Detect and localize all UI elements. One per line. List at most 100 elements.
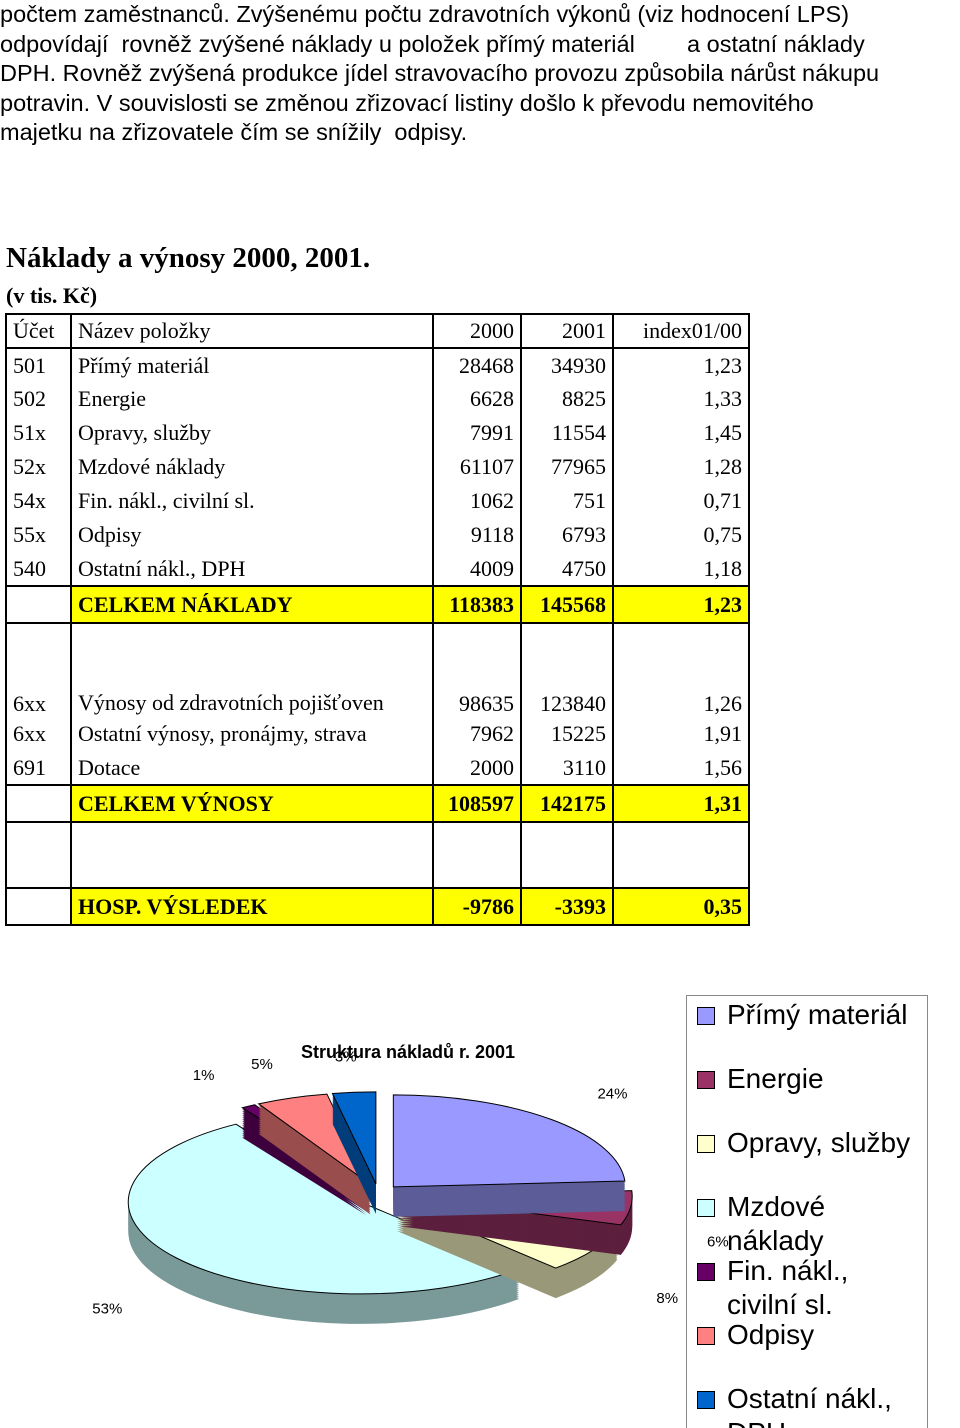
text-line: majetku na zřizovatele čím se snížily od…	[0, 119, 468, 145]
cell: 1,18	[612, 552, 750, 586]
cell: Ostatní nákl., DPH	[70, 552, 434, 586]
cell: 15225	[520, 717, 614, 751]
legend-swatch	[697, 1071, 715, 1089]
data-label: 5%	[251, 1056, 273, 1073]
cell: 1,23	[612, 348, 750, 382]
unit: (v tis. Kč)	[6, 283, 98, 308]
text-line: DPH. Rovněž zvýšená produkce jídel strav…	[0, 60, 880, 86]
slice-top	[257, 1093, 371, 1185]
legend-label: Odpisy	[727, 1319, 815, 1350]
cell: 7962	[432, 717, 522, 751]
cell	[5, 784, 72, 823]
legend-label: Přímý materiál	[727, 999, 908, 1030]
table-row: 691 Dotace 2000 3110 1,56	[5, 751, 750, 785]
legend-item: Fin. nákl., civilní sl.	[697, 1254, 919, 1322]
table-row: Účet Název položky 2000 2001 index01/00	[5, 313, 750, 349]
legend-item: Energie	[697, 1062, 919, 1096]
legend-item: Mzdové náklady	[697, 1190, 919, 1258]
cell: Mzdové náklady	[70, 450, 434, 484]
cell: 691	[5, 751, 72, 785]
slice	[392, 1094, 626, 1217]
cell: -9786	[432, 887, 522, 926]
slice	[127, 1123, 521, 1324]
table-row: 6xx Výnosy od zdravotních pojišťoven 98635…	[5, 653, 750, 717]
legend-label: Ostatní nákl., DPH	[727, 1383, 892, 1428]
data-label: 24%	[597, 1085, 627, 1102]
legend-swatch	[697, 1135, 715, 1153]
cell: 1,28	[612, 450, 750, 484]
legend-swatch	[697, 1327, 715, 1345]
slice	[257, 1093, 371, 1215]
cell: 1,33	[612, 382, 750, 416]
chart-title: Struktura nákladů r. 2001	[301, 1042, 515, 1062]
cell: 34930	[520, 348, 614, 382]
data-label: 6%	[707, 1233, 729, 1250]
table-row: 55x Odpisy 9118 6793 0,75	[5, 518, 750, 552]
table-row: 54x Fin. nákl., civilní sl. 1062 751 0,71	[5, 484, 750, 518]
cell: 0,75	[612, 518, 750, 552]
cell: Energie	[70, 382, 434, 416]
cell: 61107	[432, 450, 522, 484]
cell: 6xx	[5, 717, 72, 751]
cell	[5, 822, 72, 888]
cell: 123840	[520, 653, 614, 717]
cell: 2000	[432, 751, 522, 785]
cell: Ostatní výnosy, pronájmy, strava	[70, 717, 434, 751]
table: Účet Název položky 2000 2001 index01/00 501 Př…	[5, 313, 750, 926]
cell: 145568	[520, 585, 614, 624]
legend-swatch	[697, 1391, 715, 1409]
cell: 4750	[520, 552, 614, 586]
text-line: počtem zaměstnanců. Zvýšenému počtu zdra…	[0, 1, 850, 27]
legend-swatch	[697, 1199, 715, 1217]
cell: Název položky	[70, 313, 434, 349]
cell	[70, 623, 434, 653]
text-line: potravin. V souvislosti se změnou zřizov…	[0, 89, 814, 116]
table-row: HOSP. VÝSLEDEK -9786 -3393 0,35	[5, 887, 750, 926]
legend-item: Ostatní nákl., DPH	[697, 1382, 919, 1428]
cell: 52x	[5, 450, 72, 484]
legend-item: Odpisy	[697, 1318, 919, 1352]
cell: 4009	[432, 552, 522, 586]
cell: 8825	[520, 382, 614, 416]
paragraph: počtem zaměstnanců. Zvýšenému počtu zdra…	[0, 0, 879, 148]
cell	[612, 822, 750, 888]
cell: 502	[5, 382, 72, 416]
cell: 6628	[432, 382, 522, 416]
cell	[432, 822, 522, 888]
cell: 1,91	[612, 717, 750, 751]
cell: 0,71	[612, 484, 750, 518]
cell	[432, 623, 522, 653]
legend-label: Energie	[727, 1063, 824, 1094]
table-row: 52x Mzdové náklady 61107 77965 1,28	[5, 450, 750, 484]
slice-top	[392, 1094, 626, 1188]
cell	[70, 822, 434, 888]
slice	[331, 1091, 377, 1214]
cell: 7991	[432, 416, 522, 450]
cell: 11554	[520, 416, 614, 450]
cell: HOSP. VÝSLEDEK	[70, 887, 434, 926]
cell: 1,31	[612, 784, 750, 823]
cell: 98635	[432, 653, 522, 717]
cell	[5, 887, 72, 926]
cell: 1,56	[612, 751, 750, 785]
slice-top	[331, 1091, 377, 1185]
legend-label: Fin. nákl., civilní sl.	[727, 1255, 849, 1320]
cell: 9118	[432, 518, 522, 552]
table-row: 51x Opravy, služby 7991 11554 1,45	[5, 416, 750, 450]
cell: CELKEM VÝNOSY	[70, 784, 434, 823]
cell: 142175	[520, 784, 614, 823]
cell: 0,35	[612, 887, 750, 926]
cell: 6793	[520, 518, 614, 552]
spacer-row	[5, 623, 750, 653]
cell: 28468	[432, 348, 522, 382]
heading: Náklady a výnosy 2000, 2001.	[6, 242, 371, 274]
cell: Výnosy od zdravotních pojišťoven	[70, 653, 434, 717]
cell: 54x	[5, 484, 72, 518]
cell: 501	[5, 348, 72, 382]
cell	[520, 822, 614, 888]
cell: Přímý materiál	[70, 348, 434, 382]
legend-label: Opravy, služby	[727, 1127, 911, 1158]
text-line: odpovídají rovněž zvýšené náklady u polo…	[0, 30, 865, 57]
